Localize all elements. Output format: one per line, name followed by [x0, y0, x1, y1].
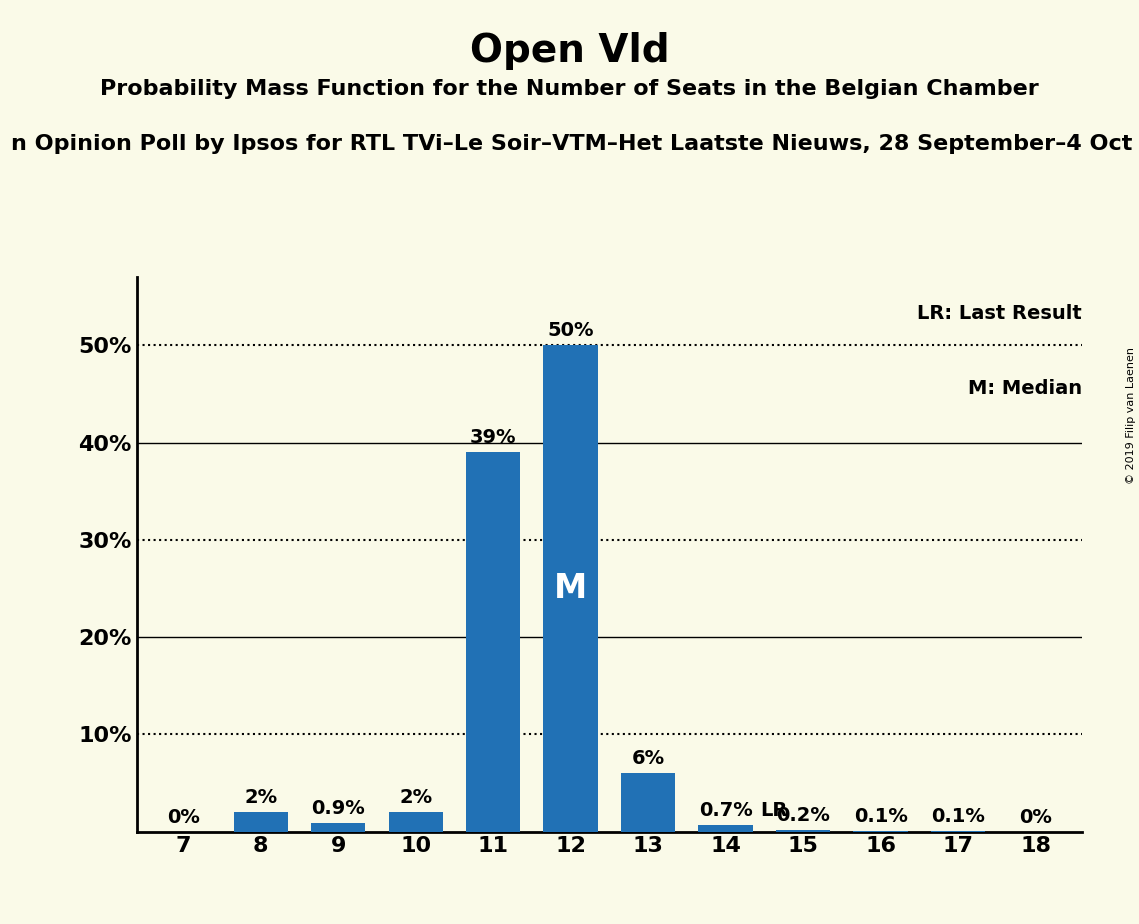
Text: M: Median: M: Median — [968, 379, 1082, 397]
Bar — [466, 452, 521, 832]
Text: 0.1%: 0.1% — [931, 807, 985, 826]
Bar — [388, 812, 443, 832]
Bar — [853, 831, 908, 832]
Text: 0.9%: 0.9% — [311, 799, 364, 818]
Text: 2%: 2% — [399, 788, 432, 808]
Text: 6%: 6% — [631, 749, 665, 769]
Bar — [311, 823, 366, 832]
Text: 2%: 2% — [244, 788, 277, 808]
Text: 39%: 39% — [470, 429, 516, 447]
Bar — [776, 830, 830, 832]
Text: M: M — [554, 572, 588, 605]
Bar — [233, 812, 288, 832]
Text: 0%: 0% — [1019, 808, 1052, 827]
Text: n Opinion Poll by Ipsos for RTL TVi–Le Soir–VTM–Het Laatste Nieuws, 28 September: n Opinion Poll by Ipsos for RTL TVi–Le S… — [11, 134, 1133, 154]
Text: 0.1%: 0.1% — [853, 807, 908, 826]
Bar — [698, 825, 753, 832]
Text: Probability Mass Function for the Number of Seats in the Belgian Chamber: Probability Mass Function for the Number… — [100, 79, 1039, 99]
Text: Open Vld: Open Vld — [469, 32, 670, 70]
Bar — [543, 346, 598, 832]
Bar — [931, 831, 985, 832]
Text: LR: LR — [761, 801, 788, 820]
Text: LR: Last Result: LR: Last Result — [917, 304, 1082, 323]
Text: © 2019 Filip van Laenen: © 2019 Filip van Laenen — [1126, 347, 1136, 484]
Text: 0.7%: 0.7% — [698, 801, 753, 820]
Text: 50%: 50% — [548, 322, 593, 340]
Text: 0%: 0% — [166, 808, 199, 827]
Text: 0.2%: 0.2% — [776, 806, 830, 825]
Bar — [621, 773, 675, 832]
